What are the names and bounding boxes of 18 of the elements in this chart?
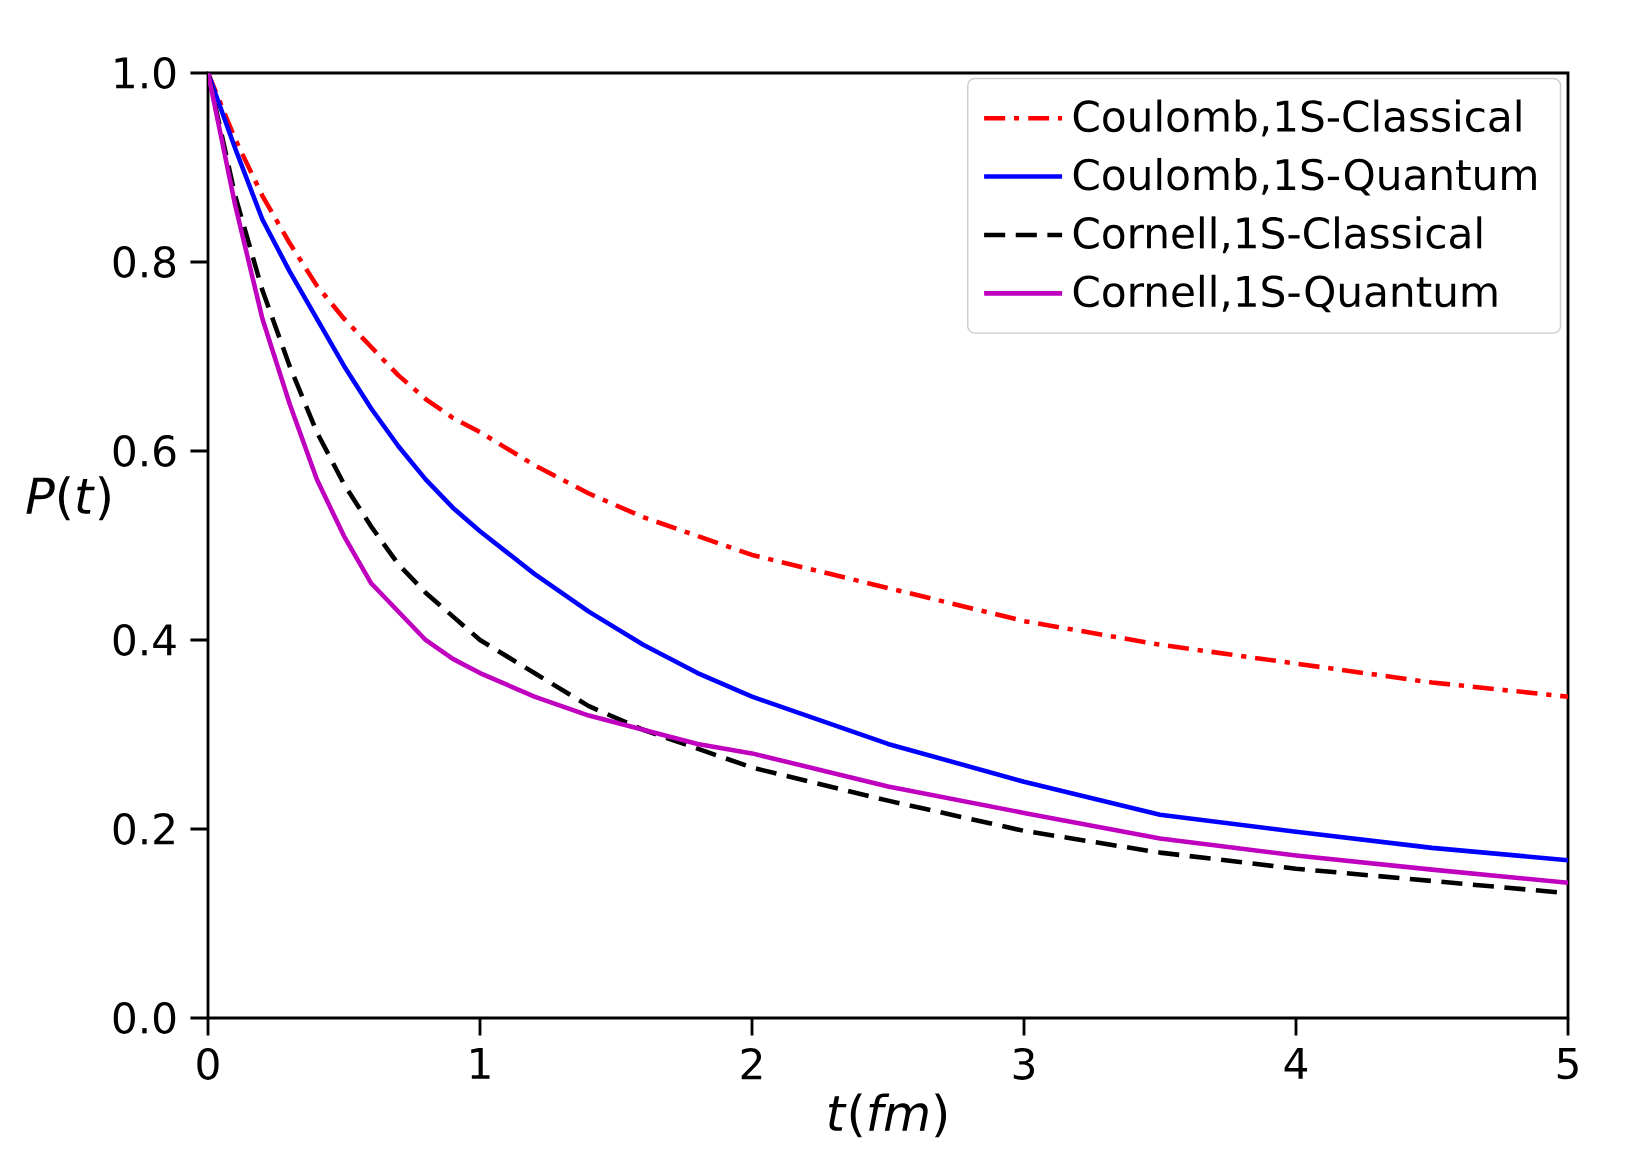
y-tick-label: 0.8: [113, 246, 176, 278]
legend-label: Cornell,1S-Classical: [1073, 216, 1482, 254]
legend-label: Cornell,1S-Quantum: [1073, 274, 1497, 313]
y-tick-label: 0.0: [113, 1002, 176, 1034]
y-tick-label: 1.0: [115, 57, 176, 89]
x-tick-label: 4: [1284, 1047, 1308, 1079]
x-tick-label: 3: [1013, 1047, 1035, 1080]
x-tick-label: 1: [471, 1047, 490, 1079]
x-tick-label: 5: [1557, 1047, 1578, 1080]
y-axis-title: P(t): [26, 476, 110, 521]
x-tick-label: 2: [741, 1047, 762, 1080]
y-tick-label: 0.6: [113, 435, 176, 467]
y-tick-label: 0.2: [113, 813, 174, 845]
legend-label: Coulomb,1S-Classical: [1073, 99, 1521, 137]
y-tick-label: 0.4: [113, 624, 176, 656]
x-axis-title: t(fm): [828, 1093, 947, 1138]
legend-label: Coulomb,1S-Quantum: [1073, 157, 1536, 196]
x-tick-label: 0: [197, 1047, 219, 1080]
